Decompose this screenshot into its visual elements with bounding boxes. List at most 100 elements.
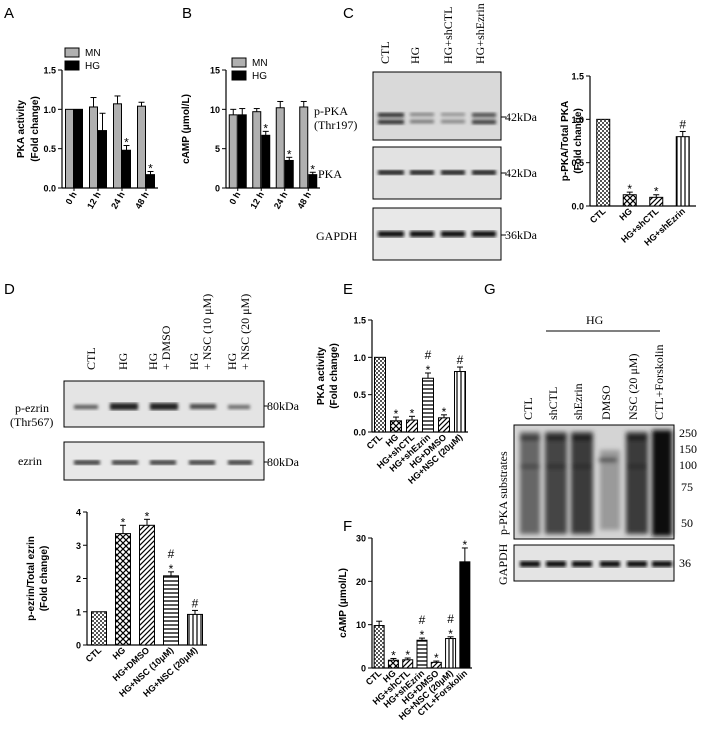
y-tick-label: 3 [76, 541, 81, 551]
legend-swatch [64, 47, 80, 58]
panel-letter-e: E [343, 281, 353, 298]
significance-mark: * [145, 509, 150, 523]
y-axis-label: PKA activity [16, 100, 27, 158]
x-tick-label: 0 h [227, 190, 242, 206]
bar [122, 149, 131, 189]
significance-mark: * [391, 648, 396, 662]
blot-g-hg-label: HG [586, 313, 604, 327]
y-tick-label: 1.5 [571, 72, 584, 82]
y-tick-label: 1 [76, 607, 81, 617]
blot-g-lane-label: NSC (20 μM) [626, 354, 640, 420]
x-tick-label: CTL [365, 432, 385, 451]
y-axis-label-2: (Fold change) [573, 108, 584, 174]
significance-mark: * [310, 162, 315, 176]
y-axis-label: p-ezrin/Total ezrin [26, 536, 37, 621]
bar [98, 130, 107, 189]
significance-mark: * [287, 147, 292, 161]
blot-c: CTL HG HG+shCTL HG+shEzrin p-PKA (Thr197… [314, 3, 538, 261]
blot-d-lane-label: HG [146, 352, 160, 370]
significance-mark: # [447, 612, 454, 626]
blot-d-lane-label: + NSC (10 μM) [200, 294, 214, 370]
bar [163, 575, 179, 646]
bar [374, 356, 386, 433]
bar [622, 194, 637, 207]
bar [74, 108, 83, 189]
significance-mark: * [448, 627, 453, 641]
significance-mark: # [419, 613, 426, 627]
blot-g-marker: 150 [679, 442, 697, 456]
blot-c-kda: 42kDa [505, 166, 538, 180]
blot-d-lane-label: HG [116, 352, 130, 370]
bar [422, 377, 434, 433]
bar [137, 105, 146, 189]
blot-g-marker: 50 [681, 516, 693, 530]
panel-letter-d: D [4, 281, 15, 298]
blot-d-lane-label: + NSC (20 μM) [238, 294, 252, 370]
blot-c-kda: 36kDa [505, 228, 538, 242]
blot-g: HG CTL shCTL shEzrin DMSO NSC (20 μM) CT… [496, 313, 697, 585]
y-tick-label: 5 [215, 144, 220, 154]
significance-mark: * [121, 515, 126, 529]
blot-c-row-label: p-PKA [314, 104, 348, 118]
y-tick-label: 0.5 [353, 390, 366, 400]
blot-d-lane-label: + DMSO [159, 325, 173, 370]
significance-mark: * [410, 406, 415, 420]
significance-mark: * [426, 363, 431, 377]
significance-mark: * [627, 182, 632, 196]
bar [308, 174, 318, 189]
blot-c-lane-label: HG [408, 46, 422, 64]
legend-swatch [64, 60, 80, 71]
bar [261, 134, 271, 189]
y-tick-label: 1.0 [571, 115, 584, 125]
bar [445, 638, 457, 669]
y-axis-label-2: (Fold change) [329, 343, 340, 409]
blot-c-membrane-ppka [372, 71, 502, 141]
x-tick-label: 12 h [248, 190, 266, 211]
blot-g-marker: 250 [679, 426, 697, 440]
blot-d: CTL HG HG + DMSO HG + NSC (10 μM) HG + N… [10, 294, 300, 481]
y-tick-label: 0 [215, 184, 220, 194]
significance-mark: * [148, 161, 153, 175]
y-tick-label: 1.0 [353, 353, 366, 363]
blot-d-row-label: p-ezrin [15, 401, 49, 415]
panel-letter-g: G [484, 281, 496, 298]
y-tick-label: 10 [356, 620, 366, 630]
chart-a: 0.0 0.5 1.0 1.5 PKA activity (Fold change) 0 h… [16, 47, 158, 211]
x-tick-label: 48 h [295, 190, 313, 211]
y-tick-label: 1.5 [43, 66, 56, 76]
y-tick-label: 0.0 [571, 202, 584, 212]
blot-d-kda: 80kDa [267, 399, 300, 413]
blot-d-lane-label: CTL [84, 347, 98, 370]
significance-mark: * [463, 538, 468, 552]
chart-d: 0 1 2 3 4 p-ezrin/Total ezrin (Fold change) CTL… [26, 508, 207, 699]
x-tick-label: CTL [588, 206, 608, 225]
significance-mark: * [394, 407, 399, 421]
significance-mark: * [263, 121, 268, 135]
bar [438, 417, 450, 433]
blot-g-marker: 100 [679, 458, 697, 472]
x-tick-label: CTL [84, 645, 104, 664]
bar [675, 136, 690, 207]
significance-mark: * [654, 185, 659, 199]
legend-swatch [231, 57, 247, 68]
bar [113, 103, 122, 189]
legend-label: MN [252, 58, 268, 69]
bar [454, 371, 466, 433]
legend-label: HG [85, 61, 100, 72]
x-tick-label: 12 h [85, 190, 103, 211]
bar [252, 111, 262, 189]
legend-label: HG [252, 71, 267, 82]
bar [89, 106, 98, 189]
legend-label: MN [85, 48, 101, 59]
chart-b: 0 5 10 15 cAMP (μmol/L) 0 h * 12 h * 24 h * 48 h MN H… [181, 57, 320, 211]
blot-g-row-label: p-PKA substrates [496, 451, 510, 535]
bar [299, 106, 309, 189]
y-tick-label: 0.0 [43, 184, 56, 194]
bar [373, 625, 385, 669]
blot-c-row-label: PKA [318, 167, 342, 181]
x-tick-label: 48 h [133, 190, 151, 211]
y-axis-label: p-PKA/Total PKA [560, 101, 571, 181]
bar [228, 114, 238, 189]
